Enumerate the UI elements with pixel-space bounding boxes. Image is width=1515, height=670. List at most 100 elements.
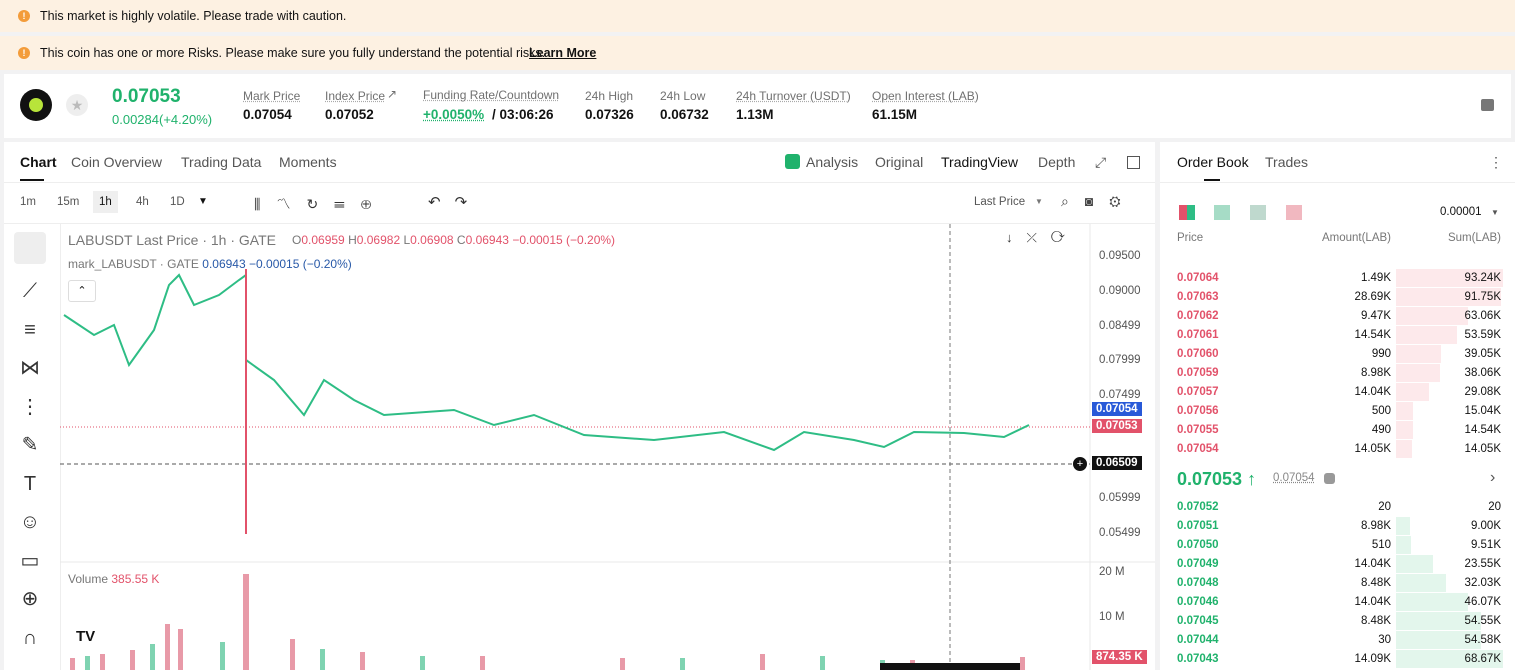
collapse-legend[interactable]: ⌃ — [68, 280, 96, 302]
ob-amount: 1.49K — [1360, 272, 1391, 284]
chart-tab[interactable]: Chart — [20, 154, 57, 170]
chart-panel: Chart Coin Overview Trading Data Moments… — [4, 142, 1155, 670]
ohlc: O0.06959 H0.06982 L0.06908 C0.06943 −0.0… — [292, 233, 616, 247]
ob-price: 0.07062 — [1177, 310, 1219, 322]
mid-mark: 0.07054 — [1273, 472, 1315, 484]
interval[interactable]: 1m — [20, 196, 36, 208]
stat-value: 61.15M — [872, 107, 918, 122]
view-both[interactable] — [1179, 205, 1195, 220]
stat-value: 0.07052 — [325, 107, 374, 122]
depth-bar — [1396, 440, 1413, 458]
chart-tab[interactable]: Trading Data — [181, 154, 262, 170]
price-change: 0.00284(+4.20%) — [112, 112, 213, 127]
window-icon[interactable] — [1127, 156, 1140, 169]
ob-amount: 510 — [1371, 539, 1391, 551]
depth-bar — [1396, 326, 1458, 344]
ob-price: 0.07048 — [1177, 577, 1219, 589]
depth-bar — [1396, 383, 1430, 401]
interval[interactable]: 4h — [136, 196, 149, 208]
stat-label[interactable]: Index Price — [325, 89, 386, 103]
banner-text: This coin has one or more Risks. Please … — [40, 46, 546, 60]
ob-amount: 30 — [1378, 634, 1391, 646]
ob-amount: 14.05K — [1354, 443, 1391, 455]
ob-price: 0.07049 — [1177, 558, 1219, 570]
ob-amount: 490 — [1371, 424, 1391, 436]
chart-tab[interactable]: Coin Overview — [71, 154, 163, 170]
risk-banner: ! This coin has one or more Risks. Please… — [0, 36, 1515, 70]
ob-sum: 20 — [1488, 501, 1501, 513]
precision[interactable]: 0.00001 — [1440, 206, 1482, 218]
ob-price: 0.07059 — [1177, 367, 1219, 379]
ob-tab[interactable]: Trades — [1265, 154, 1309, 170]
depth-bar — [1396, 269, 1503, 287]
interval[interactable]: 1D — [170, 196, 185, 208]
view-asks[interactable] — [1286, 205, 1302, 220]
coin-logo — [20, 89, 52, 121]
view-tab[interactable]: TradingView — [941, 154, 1019, 170]
mid-price: 0.07053 ↑ — [1177, 469, 1257, 489]
chart-tools[interactable]: ⫼〽↻☰⊕ — [254, 196, 388, 212]
interval-selected[interactable]: 1h — [93, 191, 118, 213]
ob-price: 0.07054 — [1177, 443, 1219, 455]
price-axis-label: 0.07999 — [1099, 354, 1141, 366]
ob-sum: 46.07K — [1464, 596, 1501, 608]
ob-amount: 14.09K — [1354, 653, 1391, 665]
favorite-star[interactable]: ★ — [66, 94, 88, 116]
interval[interactable]: 15m — [57, 196, 80, 208]
ob-amount: 28.69K — [1354, 291, 1391, 303]
stat-label: Funding Rate/Countdown — [423, 88, 560, 102]
stat-value: 0.07326 — [585, 107, 634, 122]
toolbar-icons[interactable]: ⌕◙⚙ — [1061, 193, 1137, 209]
ob-price: 0.07060 — [1177, 348, 1219, 360]
volume-bars — [70, 574, 1025, 670]
pane-buttons[interactable]: ↓⤫⟳ — [1006, 230, 1079, 245]
ob-price: 0.07061 — [1177, 329, 1219, 341]
ob-amount: 14.04K — [1354, 596, 1391, 608]
stat-label: 24h Turnover (USDT) — [736, 89, 851, 103]
view-tab[interactable]: Depth — [1038, 154, 1076, 170]
ob-sum: 9.00K — [1470, 520, 1501, 532]
ob-header: Amount(LAB) — [1321, 232, 1391, 244]
price-axis-label: 0.08499 — [1099, 320, 1141, 332]
volume-tag: 874.35 K — [1092, 650, 1147, 664]
undo-redo[interactable]: ↶↷ — [428, 194, 482, 211]
drawing-tools[interactable]: ⟋ ≡ ⋈ ⋮ ✎ T ☺ ▭ ⊕ ∩ — [19, 280, 41, 649]
price-axis-label: 0.05999 — [1099, 492, 1141, 504]
view-tab[interactable]: Analysis — [806, 154, 859, 170]
depth-bar — [1396, 593, 1468, 611]
chart-tab[interactable]: Moments — [279, 154, 337, 170]
learn-more-link[interactable]: Learn More — [529, 46, 597, 60]
mark-price-tag: 0.07054 — [1092, 402, 1142, 416]
ob-price: 0.07050 — [1177, 539, 1219, 551]
cursor-price-tag: 0.06509 — [1092, 456, 1142, 470]
ob-sum: 93.24K — [1464, 272, 1501, 284]
ob-price: 0.07055 — [1177, 424, 1219, 436]
depth-bar — [1396, 345, 1441, 363]
depth-bar — [1396, 555, 1433, 573]
view-bids[interactable] — [1214, 205, 1230, 220]
depth-bar — [1396, 631, 1482, 649]
view-tab[interactable]: Original — [875, 154, 924, 170]
ob-sum: 32.03K — [1464, 577, 1501, 589]
view-alt[interactable] — [1250, 205, 1266, 220]
depth-bar — [1396, 650, 1503, 668]
ob-price: 0.07046 — [1177, 596, 1219, 608]
notes-icon[interactable] — [1481, 99, 1494, 111]
price-axis-label: 0.07499 — [1099, 389, 1141, 401]
ob-amount: 14.04K — [1354, 558, 1391, 570]
ob-sum: 9.51K — [1470, 539, 1501, 551]
interval-dropdown[interactable]: ▼ — [198, 196, 208, 207]
ob-sum: 14.54K — [1464, 424, 1501, 436]
ob-sum: 68.67K — [1464, 653, 1501, 665]
ob-sum: 54.55K — [1464, 615, 1501, 627]
ob-sum: 54.58K — [1464, 634, 1501, 646]
ob-price: 0.07057 — [1177, 386, 1219, 398]
price-source[interactable]: Last Price — [974, 196, 1026, 208]
ob-header: Price — [1177, 232, 1204, 244]
crosshair-tool[interactable] — [14, 232, 46, 264]
ob-amount: 8.48K — [1360, 577, 1391, 589]
ob-tab[interactable]: Order Book — [1177, 154, 1249, 170]
fullscreen-icon[interactable]: ⤢ — [1095, 154, 1107, 170]
ob-price: 0.07064 — [1177, 272, 1219, 284]
volume-axis-label: 20 M — [1099, 566, 1125, 578]
